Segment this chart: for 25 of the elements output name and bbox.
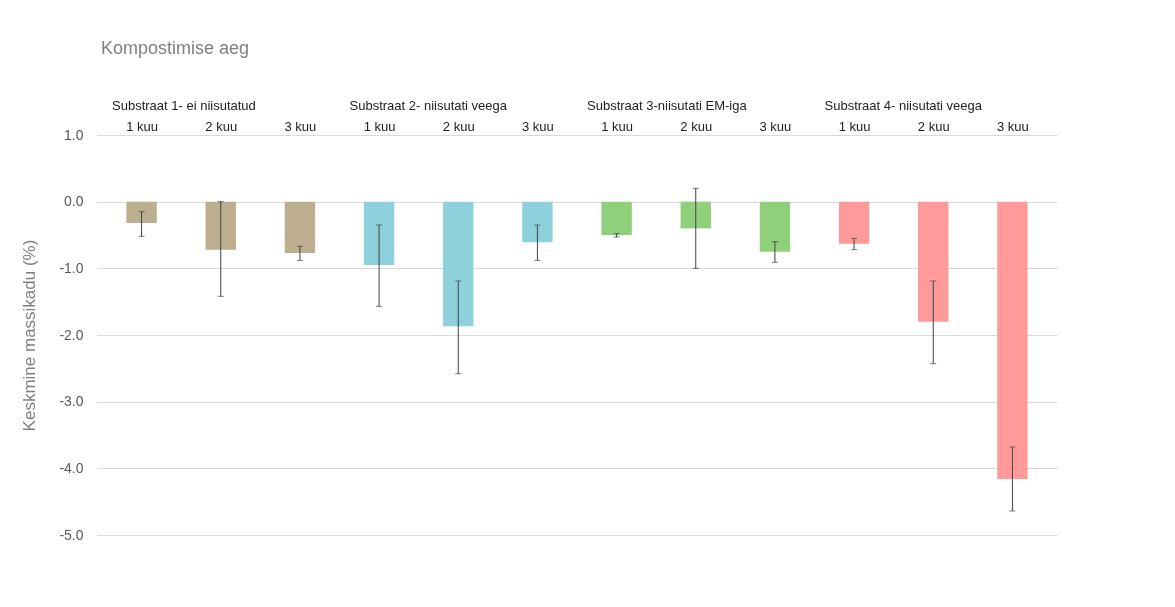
x-tick-label: 1 kuu <box>126 118 158 134</box>
x-tick-label: 1 kuu <box>838 118 871 134</box>
text: Substraat 1- ei niisutatud <box>112 98 256 113</box>
x-tick-label: 3 kuu <box>522 118 554 134</box>
x-tick-label: 2 kuu <box>680 118 713 134</box>
y-tick-label: -2.0 <box>59 326 84 343</box>
x-tick-label: 3 kuu <box>284 118 317 134</box>
x-tick-label: 3 kuu <box>759 118 792 134</box>
y-axis-title: Keskmine massikadu (%) <box>20 239 40 432</box>
y-tick-label: -1.0 <box>59 259 84 276</box>
x-tick-label: 2 kuu <box>205 118 238 134</box>
y-tick-label: 0.0 <box>64 193 84 210</box>
x-tick-label: 2 kuu <box>442 118 475 134</box>
x-tick-label: 2 kuu <box>917 118 950 134</box>
text: Substraat 4- niisutati veega <box>824 98 983 113</box>
text: Substraat 3-niisutati EM-iga <box>587 98 748 113</box>
x-tick-label: 1 kuu <box>601 118 633 134</box>
y-tick-label: 1.0 <box>64 126 84 143</box>
chart-title: Kompostimise aeg <box>100 38 249 58</box>
x-tick-label: 1 kuu <box>363 118 396 134</box>
x-tick-label: 3 kuu <box>997 118 1029 134</box>
y-tick-label: -5.0 <box>59 526 84 543</box>
text: Substraat 2- niisutati veega <box>349 98 508 113</box>
y-tick-label: -4.0 <box>59 459 84 476</box>
y-tick-label: -3.0 <box>59 393 84 410</box>
